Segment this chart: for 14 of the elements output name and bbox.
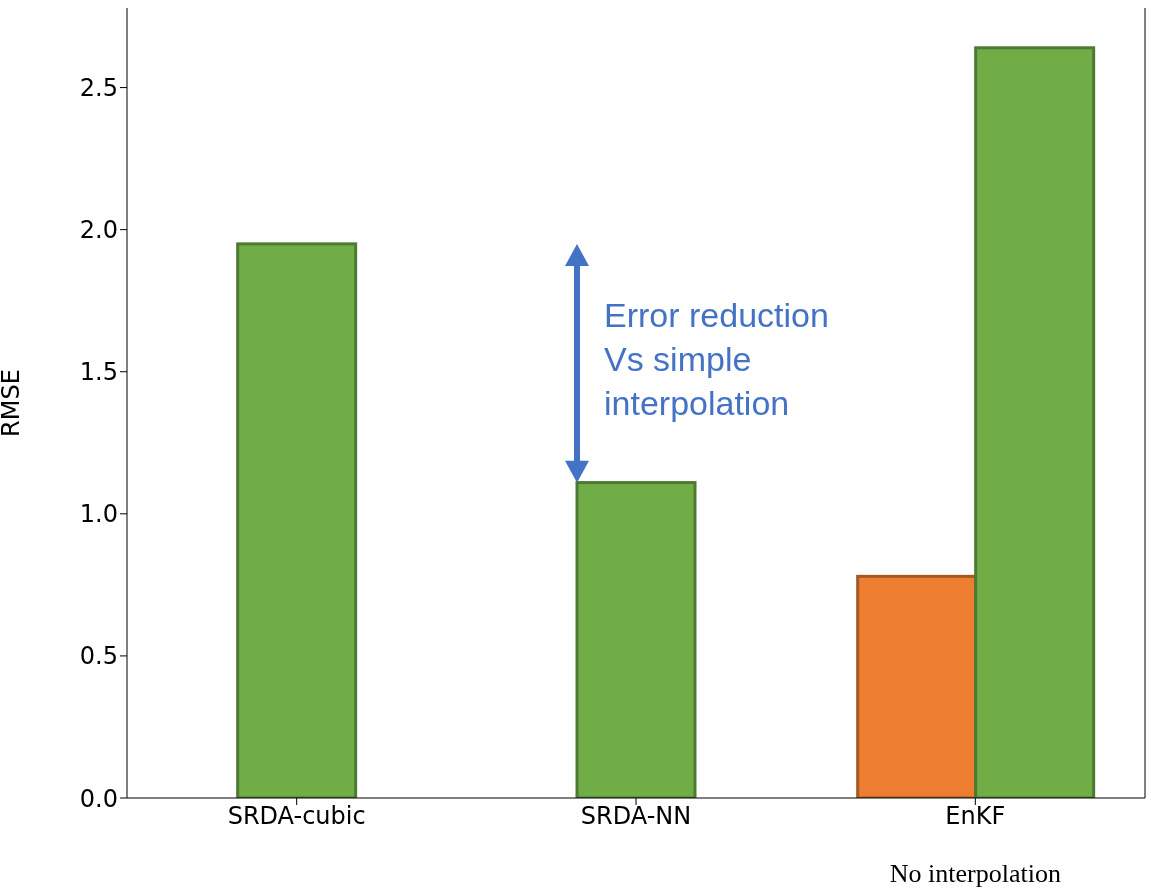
x-tick-label: SRDA-NN [580, 802, 692, 831]
annotation: Error reduction Vs simple interpolation [604, 295, 830, 425]
y-tick-label: 1.5 [79, 358, 118, 387]
bar [236, 242, 358, 798]
y-tick-label: 2.5 [79, 74, 118, 103]
y-tick-label: 0.0 [79, 784, 118, 813]
y-tick-label: 0.5 [79, 642, 118, 671]
y-tick-label: 2.0 [79, 216, 118, 245]
y-tick-label: 1.0 [79, 500, 118, 529]
x-tick-label: SRDA-cubic [227, 802, 366, 831]
text: No interpolation [888, 859, 1062, 889]
x-tick-label: EnKF [945, 802, 1006, 831]
bar [974, 46, 1096, 798]
y-axis-title: RMSE [0, 369, 25, 437]
